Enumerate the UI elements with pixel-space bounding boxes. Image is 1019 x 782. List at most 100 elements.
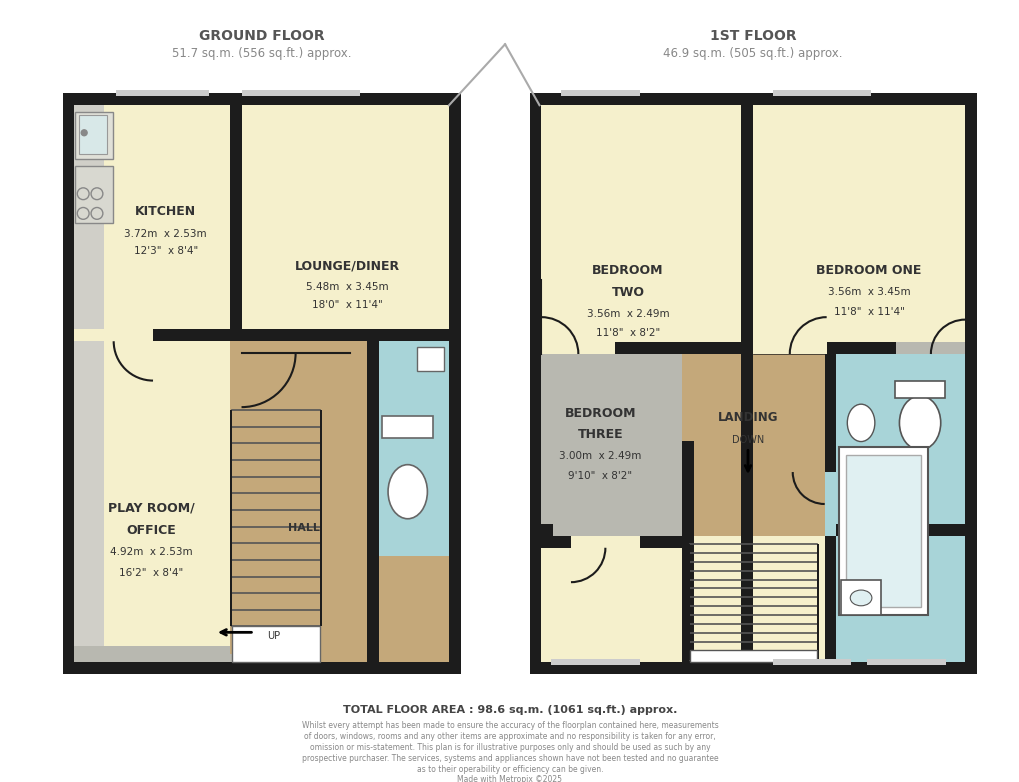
Bar <box>824 472 836 536</box>
Text: 4.92m  x 2.53m: 4.92m x 2.53m <box>110 547 193 557</box>
Bar <box>367 341 379 556</box>
Bar <box>74 646 229 673</box>
Text: 46.9 sq.m. (505 sq.ft.) approx.: 46.9 sq.m. (505 sq.ft.) approx. <box>662 47 842 59</box>
Bar <box>229 341 339 673</box>
Bar <box>688 543 689 660</box>
Text: 3.56m  x 3.45m: 3.56m x 3.45m <box>826 287 909 297</box>
Bar <box>75 112 112 160</box>
Bar <box>816 543 818 660</box>
Ellipse shape <box>847 404 874 442</box>
Text: PLAY ROOM/: PLAY ROOM/ <box>108 502 195 515</box>
Ellipse shape <box>899 396 940 450</box>
Text: BEDROOM ONE: BEDROOM ONE <box>815 264 921 277</box>
Bar <box>75 167 112 223</box>
Bar <box>79 115 107 154</box>
Bar <box>541 354 682 536</box>
Bar <box>689 650 816 662</box>
Text: 12'3"  x 8'4": 12'3" x 8'4" <box>133 246 198 256</box>
Text: 11'8"  x 8'2": 11'8" x 8'2" <box>595 328 659 339</box>
Bar <box>841 580 879 615</box>
Bar <box>895 381 944 398</box>
Bar <box>752 343 825 354</box>
Text: 18'0"  x 11'4": 18'0" x 11'4" <box>312 300 383 310</box>
Bar <box>866 659 945 665</box>
Bar <box>229 410 231 626</box>
Bar <box>846 455 920 607</box>
Bar <box>62 93 461 106</box>
Bar <box>74 329 153 341</box>
Bar <box>231 626 320 662</box>
Bar <box>367 329 461 341</box>
Bar <box>771 91 870 96</box>
Text: LOUNGE/DINER: LOUNGE/DINER <box>294 259 399 272</box>
Bar <box>529 93 976 673</box>
Ellipse shape <box>387 465 427 518</box>
Bar <box>741 106 752 662</box>
Bar <box>62 93 461 673</box>
Bar <box>339 341 367 556</box>
Bar <box>560 91 639 96</box>
Bar <box>448 341 461 673</box>
Text: BEDROOM: BEDROOM <box>592 264 663 277</box>
Bar <box>62 93 104 673</box>
Bar <box>964 93 976 673</box>
Bar <box>62 662 461 673</box>
Bar <box>529 662 976 673</box>
Text: UP: UP <box>267 631 280 641</box>
Text: of doors, windows, rooms and any other items are approximate and no responsibili: of doors, windows, rooms and any other i… <box>304 732 715 741</box>
Bar <box>62 93 74 673</box>
Text: Whilst every attempt has been made to ensure the accuracy of the floorplan conta: Whilst every attempt has been made to en… <box>302 721 717 730</box>
Bar <box>529 93 976 106</box>
Bar <box>229 654 257 673</box>
Bar <box>229 93 242 341</box>
Bar <box>541 524 552 536</box>
Bar <box>771 659 851 665</box>
Bar <box>367 543 379 673</box>
Bar <box>448 93 461 673</box>
Text: TWO: TWO <box>611 285 644 299</box>
Text: HALL: HALL <box>287 523 319 533</box>
Bar <box>560 659 639 665</box>
Bar <box>416 347 443 371</box>
Bar <box>541 343 614 354</box>
Bar <box>550 659 630 665</box>
Text: 9'10"  x 8'2": 9'10" x 8'2" <box>568 471 632 481</box>
Bar <box>682 440 693 673</box>
Text: THREE: THREE <box>577 429 623 441</box>
Text: 3.72m  x 2.53m: 3.72m x 2.53m <box>124 229 207 239</box>
Text: TOTAL FLOOR AREA : 98.6 sq.m. (1061 sq.ft.) approx.: TOTAL FLOOR AREA : 98.6 sq.m. (1061 sq.f… <box>342 705 677 715</box>
Bar <box>682 354 824 536</box>
Bar <box>839 447 927 615</box>
Text: OFFICE: OFFICE <box>126 524 175 536</box>
Bar <box>529 93 541 673</box>
Bar <box>824 354 964 536</box>
Text: 51.7 sq.m. (556 sq.ft.) approx.: 51.7 sq.m. (556 sq.ft.) approx. <box>172 47 352 59</box>
Bar <box>896 343 964 354</box>
Ellipse shape <box>850 590 871 606</box>
Text: 1ST FLOOR: 1ST FLOOR <box>709 30 796 43</box>
Bar <box>529 536 682 673</box>
Text: prospective purchaser. The services, systems and appliances shown have not been : prospective purchaser. The services, sys… <box>302 754 717 762</box>
Bar <box>339 556 448 673</box>
Bar <box>541 343 964 354</box>
Bar <box>824 354 836 673</box>
Text: as to their operability or efficiency can be given.: as to their operability or efficiency ca… <box>417 765 602 773</box>
Bar <box>367 341 448 556</box>
Text: 3.00m  x 2.49m: 3.00m x 2.49m <box>558 451 641 461</box>
Text: KITCHEN: KITCHEN <box>136 205 197 218</box>
Circle shape <box>82 130 87 136</box>
Bar <box>571 536 639 547</box>
Bar <box>824 354 976 673</box>
Bar <box>115 91 209 96</box>
Text: GROUND FLOOR: GROUND FLOOR <box>199 30 325 43</box>
Text: omission or mis-statement. This plan is for illustrative purposes only and shoul: omission or mis-statement. This plan is … <box>310 743 709 752</box>
Bar <box>541 536 682 547</box>
Text: 11'8"  x 11'4": 11'8" x 11'4" <box>833 307 904 317</box>
Bar <box>382 416 433 438</box>
Bar <box>824 524 964 536</box>
Text: 5.48m  x 3.45m: 5.48m x 3.45m <box>306 282 388 292</box>
Bar <box>320 410 322 626</box>
Text: Made with Metropix ©2025: Made with Metropix ©2025 <box>458 775 561 782</box>
Text: 3.56m  x 2.49m: 3.56m x 2.49m <box>586 309 668 319</box>
Text: BEDROOM: BEDROOM <box>565 407 636 419</box>
